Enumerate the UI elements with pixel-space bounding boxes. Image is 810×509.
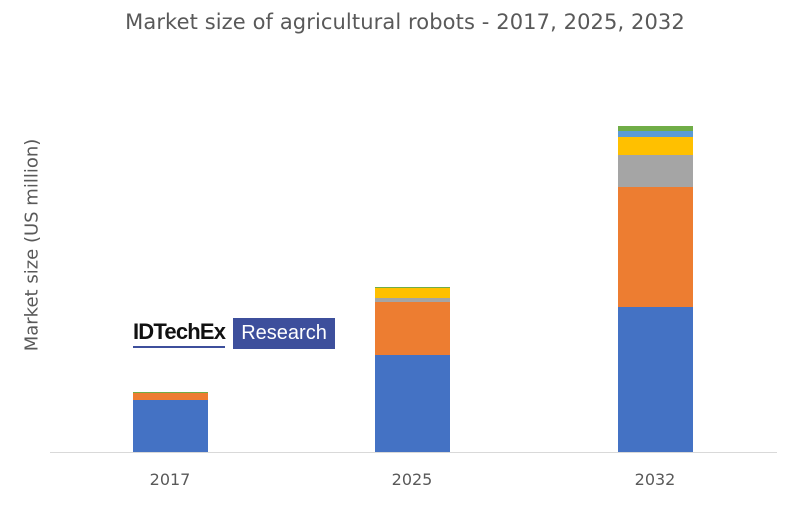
x-tick-2032: 2032 bbox=[634, 470, 676, 489]
bar-segment-2 bbox=[133, 393, 208, 400]
bar-segment-6 bbox=[375, 287, 450, 288]
bar-segment-6 bbox=[133, 392, 208, 393]
bar-segment-5 bbox=[618, 131, 693, 137]
bar-segment-6 bbox=[618, 126, 693, 131]
bar-segment-3 bbox=[618, 155, 693, 187]
bar-segment-4 bbox=[618, 137, 693, 155]
bar-segment-1 bbox=[133, 400, 208, 452]
logo-research-tag: Research bbox=[233, 318, 335, 349]
x-tick-2017: 2017 bbox=[149, 470, 191, 489]
bar-segment-1 bbox=[375, 355, 450, 452]
idtechex-logo: IDTechEx Research bbox=[133, 318, 335, 349]
x-tick-2025: 2025 bbox=[391, 470, 433, 489]
bar-segment-1 bbox=[618, 307, 693, 452]
chart-title: Market size of agricultural robots - 201… bbox=[125, 10, 685, 34]
bar-segment-4 bbox=[375, 288, 450, 298]
x-axis-line bbox=[50, 452, 777, 453]
bar-2032 bbox=[618, 126, 693, 452]
bar-2025 bbox=[375, 287, 450, 452]
bar-2017 bbox=[133, 392, 208, 452]
bar-segment-3 bbox=[375, 298, 450, 302]
logo-brand: IDTechEx bbox=[133, 319, 226, 348]
y-axis-label: Market size (US million) bbox=[21, 138, 43, 352]
bar-segment-2 bbox=[375, 302, 450, 355]
bar-segment-2 bbox=[618, 187, 693, 307]
